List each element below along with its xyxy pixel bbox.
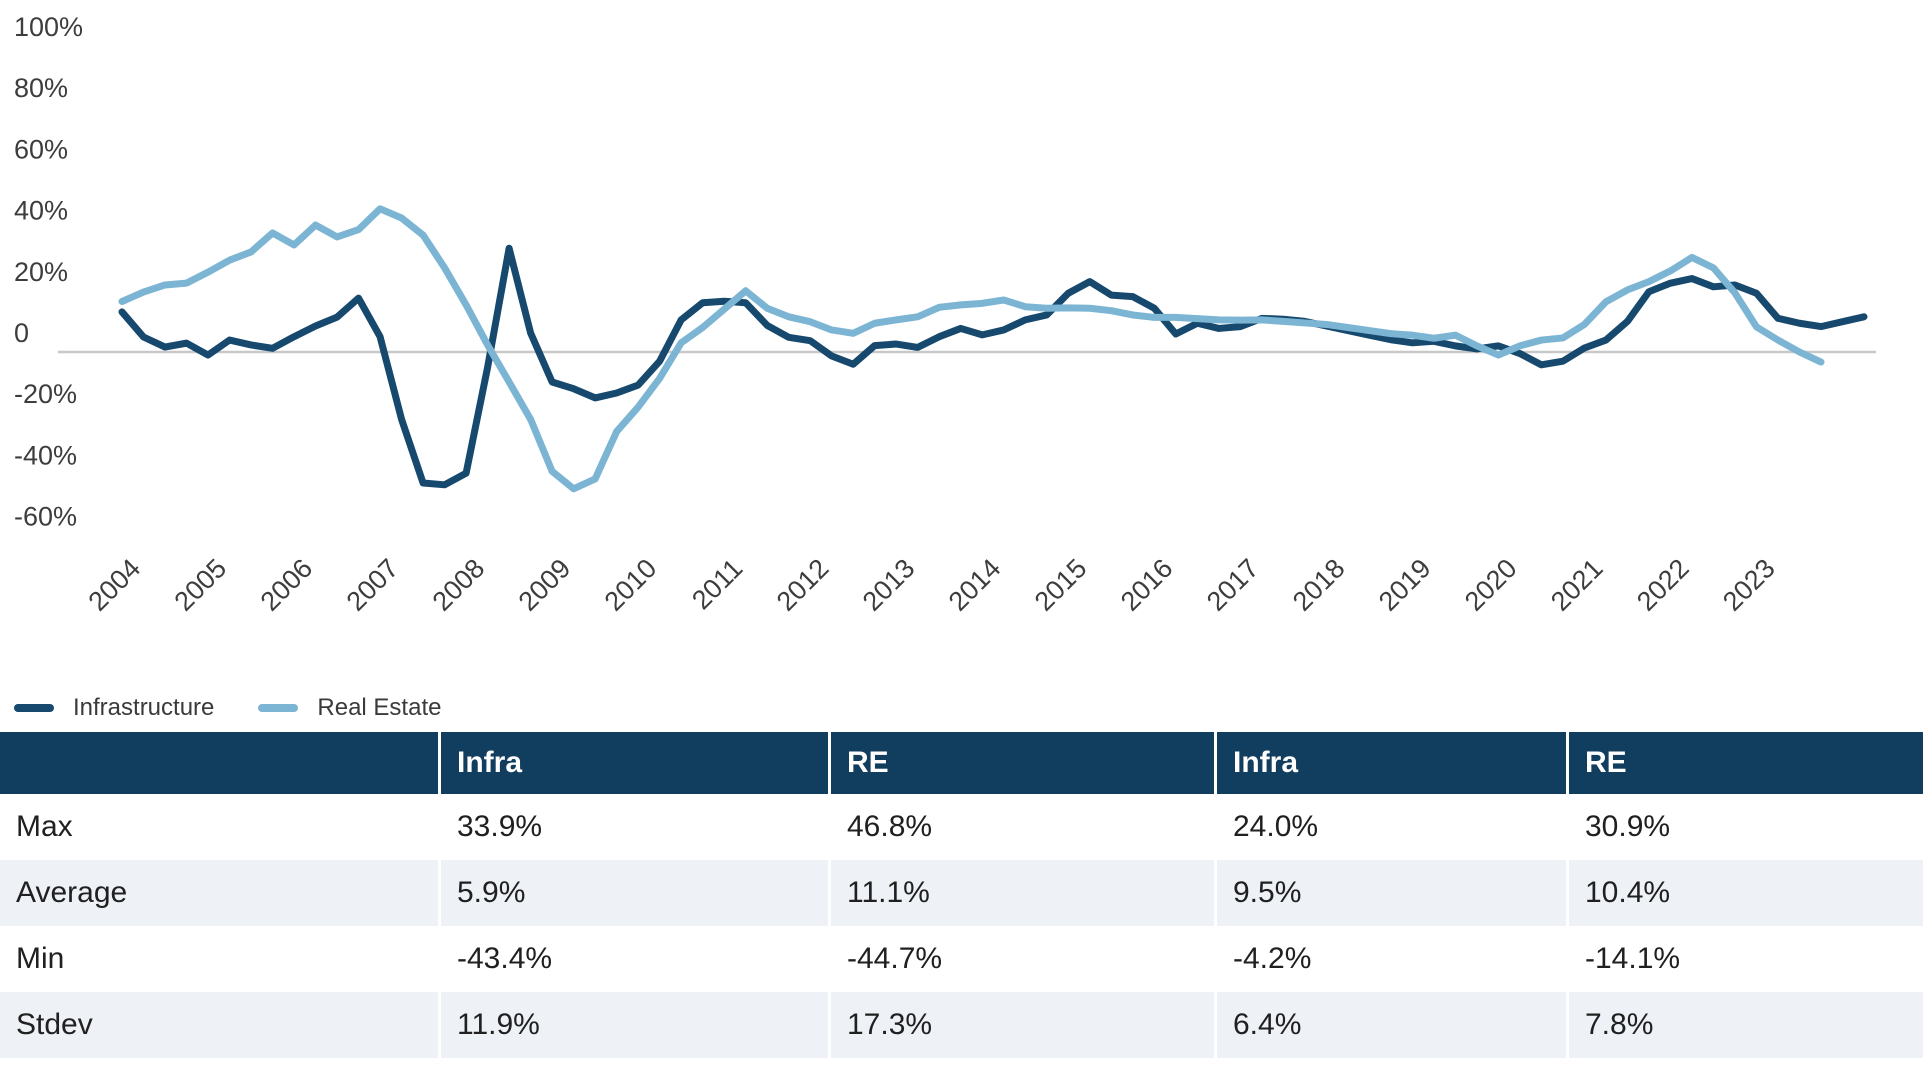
y-tick-label: -20% [14,379,77,409]
stats-average-re-1: 11.1% [828,860,1214,926]
y-axis-labels: 100% 80% 60% 40% 20% 0 -20% -40% -60% [14,12,83,532]
x-tick-label: 2010 [599,553,663,617]
x-tick-label: 2019 [1373,553,1437,617]
y-tick-label: 80% [14,73,68,103]
infrastructure-line-swatch [14,704,54,712]
stats-average-infra-1: 5.9% [438,860,828,926]
stats-min-infra-1: -43.4% [438,926,828,992]
legend-label-real-estate: Real Estate [317,694,442,721]
infrastructure-line [118,244,1868,489]
x-tick-label: 2018 [1287,553,1351,617]
stats-table: Infra RE Infra RE Max 33.9% 46.8% 24.0% … [0,732,1923,1058]
stats-average-re-2: 10.4% [1566,860,1923,926]
x-tick-label: 2023 [1717,553,1781,617]
x-tick-label: 2007 [341,553,405,617]
legend-item-infrastructure: Infrastructure [14,694,214,722]
x-tick-label: 2011 [686,553,748,615]
legend-item-real-estate: Real Estate [258,694,441,722]
x-tick-label: 2009 [513,553,577,617]
stats-stdev-infra-2: 6.4% [1214,992,1566,1058]
x-tick-label: 2017 [1201,553,1265,617]
y-tick-label: 40% [14,196,68,226]
x-tick-label: 2020 [1459,553,1523,617]
x-tick-label: 2005 [169,553,233,617]
stats-max-re-1: 46.8% [828,794,1214,860]
series-lines [118,205,1868,493]
x-tick-label: 2015 [1029,553,1093,617]
x-tick-label: 2012 [771,553,835,617]
x-tick-label: 2016 [1115,553,1179,617]
stats-max-infra-2: 24.0% [1214,794,1566,860]
x-tick-label: 2022 [1631,553,1695,617]
stats-row-label-stdev: Stdev [0,992,438,1058]
stats-max-re-2: 30.9% [1566,794,1923,860]
stats-row-label-average: Average [0,860,438,926]
stats-min-re-1: -44.7% [828,926,1214,992]
stats-min-infra-2: -4.2% [1214,926,1566,992]
y-tick-label: 20% [14,257,68,287]
returns-line-chart: 100%80%60%40%20%0-20%-40%-60% 2004 2005 20… [14,12,1876,617]
stats-average-infra-2: 9.5% [1214,860,1566,926]
y-tick-label: -40% [14,440,77,470]
stats-max-infra-1: 33.9% [438,794,828,860]
legend-label-infrastructure: Infrastructure [73,694,215,721]
real-estate-line [118,205,1825,493]
stats-header-re-2: RE [1566,732,1923,794]
x-tick-label: 2013 [857,553,921,617]
y-tick-label: 60% [14,134,68,164]
stats-header-infra-1: Infra [438,732,828,794]
stats-header-empty [0,732,438,794]
stats-row-label-max: Max [0,794,438,860]
x-tick-label: 2014 [943,553,1007,617]
stats-min-re-2: -14.1% [1566,926,1923,992]
stats-stdev-infra-1: 11.9% [438,992,828,1058]
real-estate-line-swatch [258,704,299,712]
chart-legend: Infrastructure Real Estate [14,693,1923,723]
stats-row-label-min: Min [0,926,438,992]
stats-header-re-1: RE [828,732,1214,794]
y-tick-label: 0 [14,318,29,348]
x-tick-label: 2008 [427,553,491,617]
stats-stdev-re-2: 7.8% [1566,992,1923,1058]
stats-header-infra-2: Infra [1214,732,1566,794]
x-tick-label: 2004 [83,553,147,617]
x-tick-label: 2021 [1545,553,1609,617]
stats-stdev-re-1: 17.3% [828,992,1214,1058]
x-tick-label: 2006 [255,553,319,617]
y-tick-label: 100% [14,12,83,42]
y-tick-label: -60% [14,502,77,532]
x-axis-labels: 2004 2005 2006 2007 2008 2009 2010 2011 2012 2013… [83,553,1781,617]
